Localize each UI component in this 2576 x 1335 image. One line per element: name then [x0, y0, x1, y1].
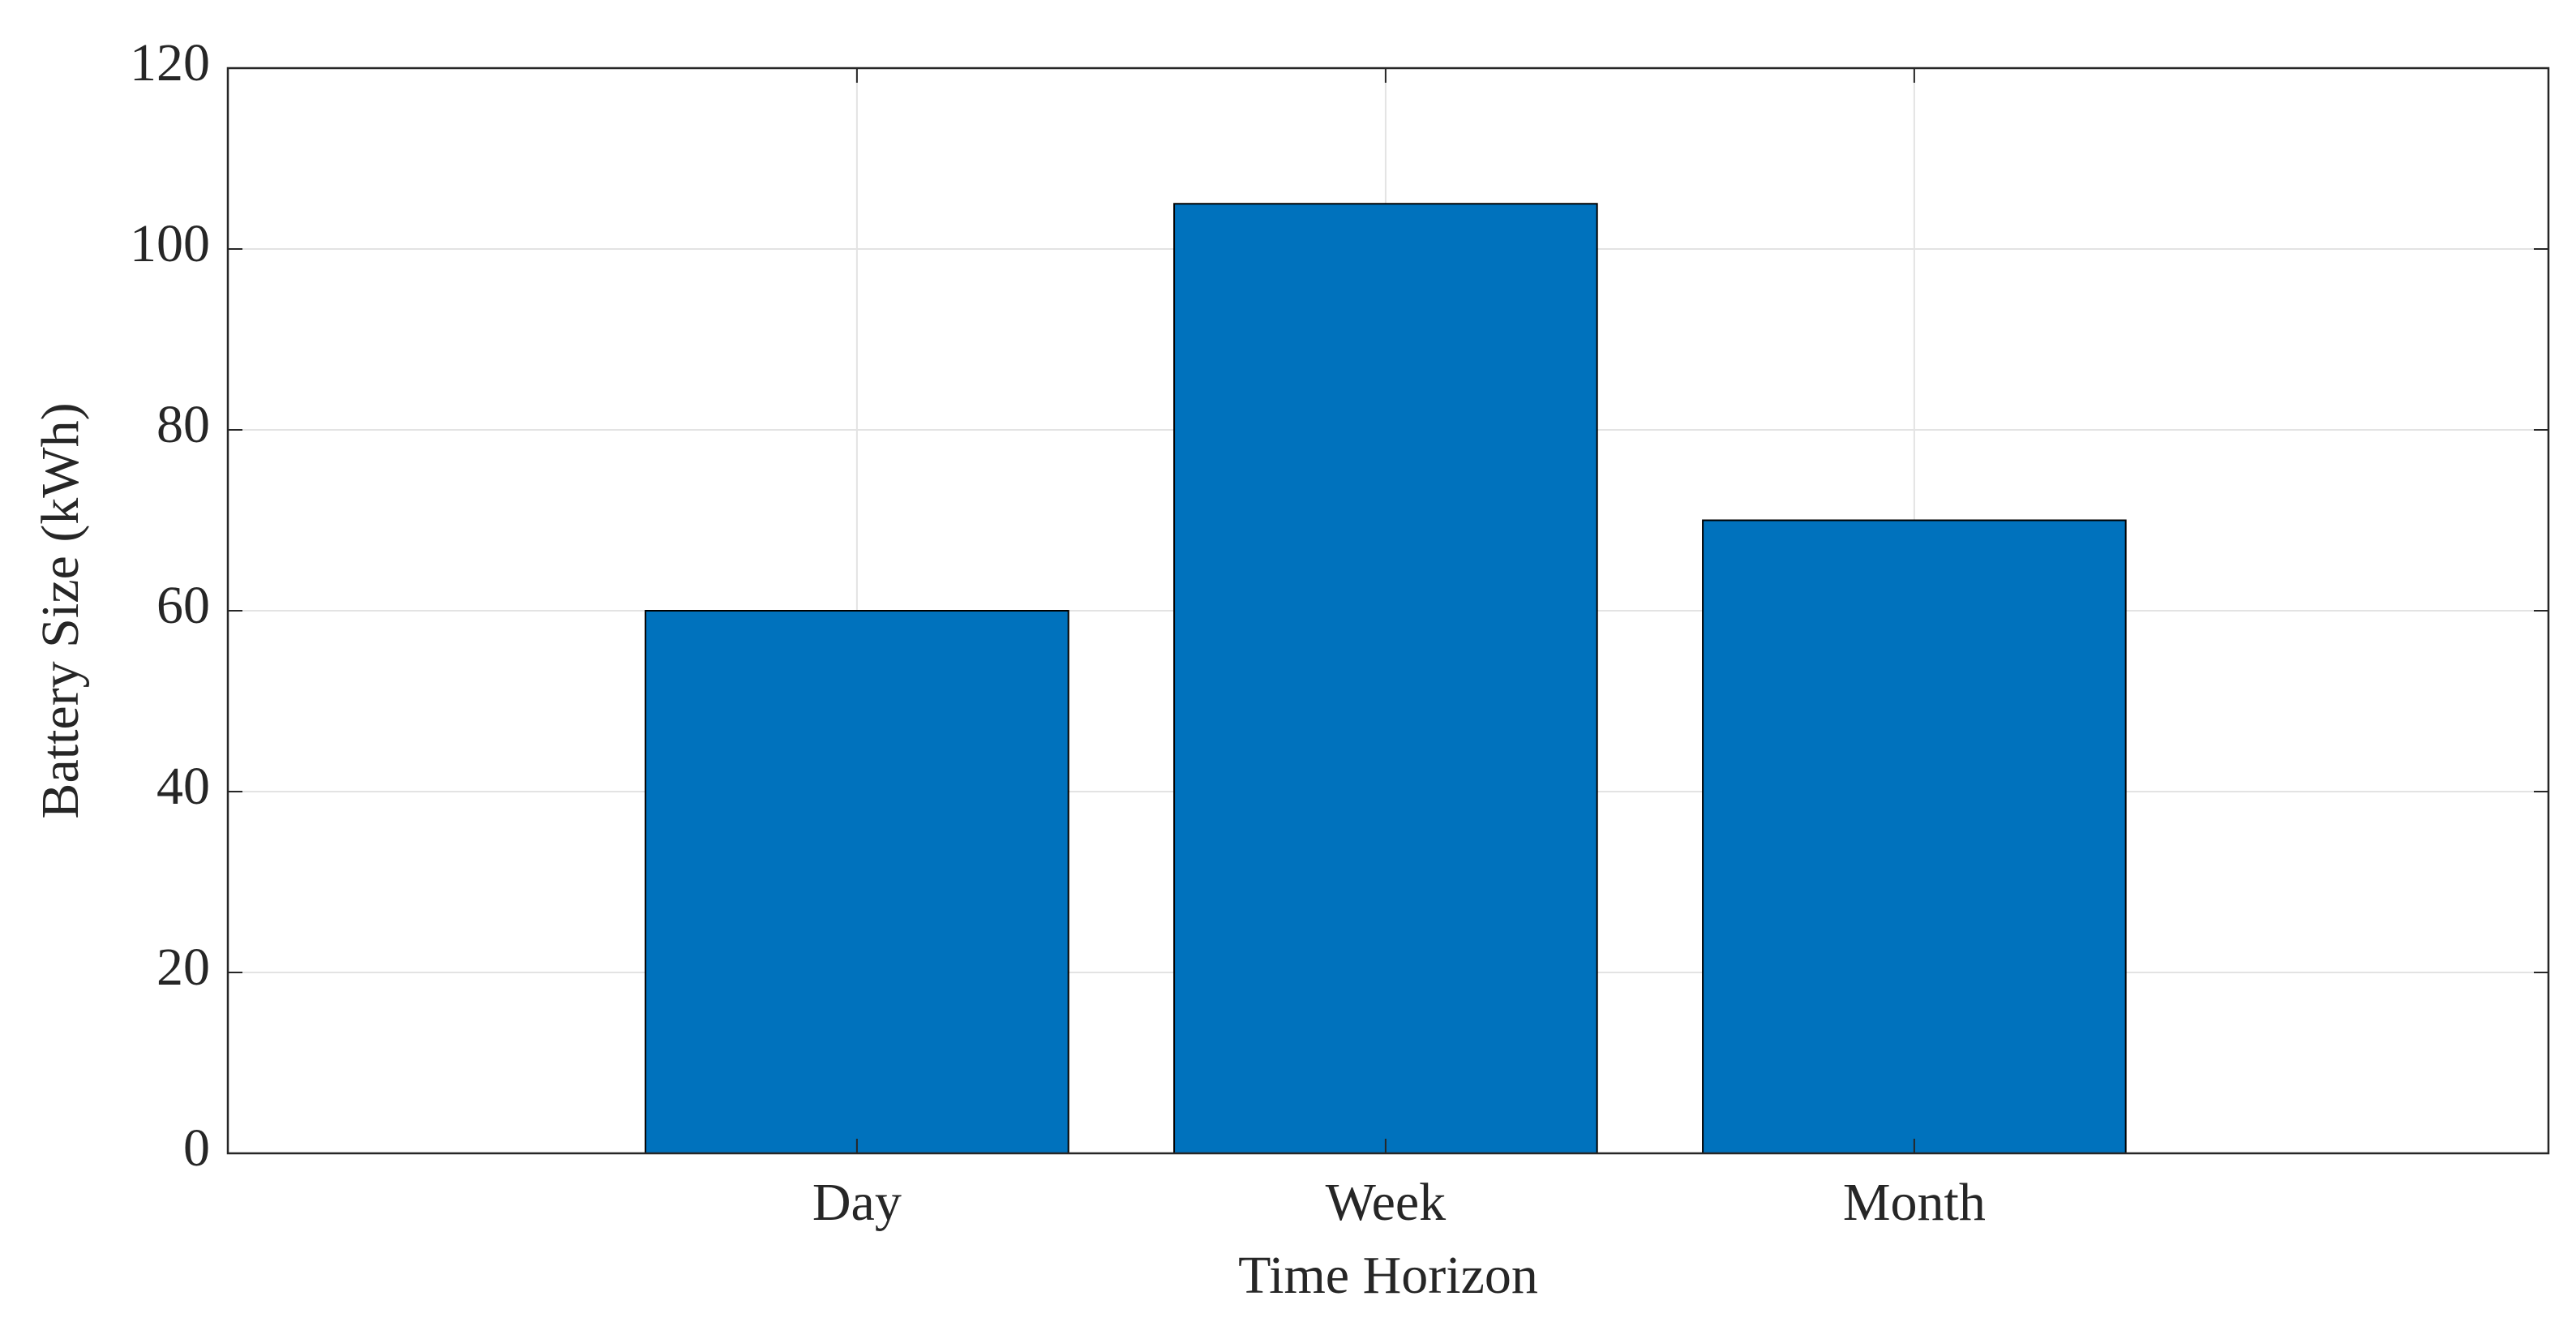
- y-tick-label: 80: [156, 395, 210, 454]
- bar: [1173, 203, 1598, 1154]
- y-tick-label: 120: [130, 33, 210, 92]
- bar: [645, 610, 1069, 1154]
- y-tick-label: 20: [156, 938, 210, 997]
- y-tick-label: 100: [130, 214, 210, 273]
- bar: [1702, 519, 2127, 1154]
- y-tick-label: 60: [156, 576, 210, 635]
- x-tick-label: Week: [1326, 1173, 1447, 1232]
- x-tick-label: Day: [812, 1173, 902, 1232]
- x-tick-label: Month: [1843, 1173, 1986, 1232]
- ticks: 0 20 40 60 80 100 120 Day Week Month: [130, 33, 2548, 1232]
- x-axis-label: Time Horizon: [1238, 1246, 1538, 1305]
- bars: [645, 203, 2127, 1154]
- y-tick-label: 40: [156, 757, 210, 816]
- y-axis-label: Battery Size (kWh): [31, 402, 90, 818]
- y-tick-label: 0: [183, 1118, 210, 1178]
